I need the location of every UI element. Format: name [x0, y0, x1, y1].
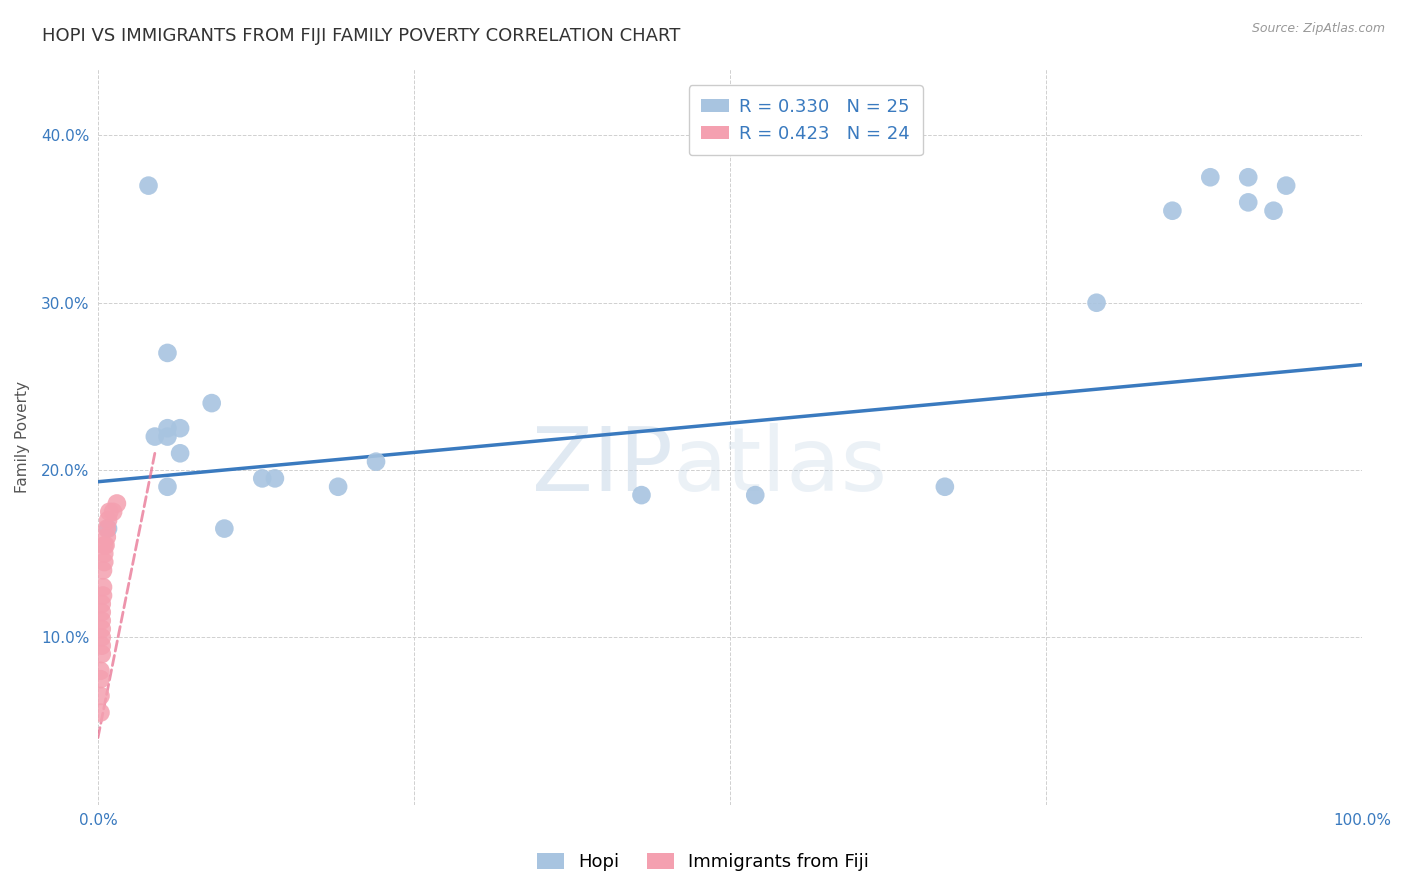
Point [214, 522, 236, 536]
Point [90, 614, 112, 628]
Point [101, 505, 124, 519]
Point [90, 605, 112, 619]
Point [89, 706, 111, 720]
Point [143, 429, 166, 443]
Point [364, 455, 387, 469]
Point [91, 580, 114, 594]
Point [156, 421, 179, 435]
Point [105, 496, 128, 510]
Point [96, 522, 118, 536]
Point [156, 480, 179, 494]
Point [93, 538, 115, 552]
Y-axis label: Family Poverty: Family Poverty [15, 381, 30, 492]
Point [91, 589, 114, 603]
Point [156, 429, 179, 443]
Point [1085, 295, 1108, 310]
Legend: Hopi, Immigrants from Fiji: Hopi, Immigrants from Fiji [530, 846, 876, 879]
Point [1275, 178, 1298, 193]
Point [90, 630, 112, 644]
Point [89, 664, 111, 678]
Point [90, 622, 112, 636]
Point [264, 471, 287, 485]
Point [97, 522, 120, 536]
Point [93, 555, 115, 569]
Legend: R = 0.330   N = 25, R = 0.423   N = 24: R = 0.330 N = 25, R = 0.423 N = 24 [689, 85, 922, 155]
Point [1237, 170, 1260, 185]
Point [89, 672, 111, 686]
Text: atlas: atlas [673, 423, 889, 509]
Point [1161, 203, 1184, 218]
Point [90, 647, 112, 661]
Point [90, 639, 112, 653]
Point [138, 178, 160, 193]
Text: Source: ZipAtlas.com: Source: ZipAtlas.com [1251, 22, 1385, 36]
Point [97, 513, 120, 527]
Point [91, 563, 114, 577]
Point [252, 471, 274, 485]
Point [1237, 195, 1260, 210]
Point [1263, 203, 1285, 218]
Point [169, 446, 191, 460]
Point [93, 547, 115, 561]
Point [744, 488, 766, 502]
Text: ZIP: ZIP [533, 423, 673, 509]
Point [326, 480, 349, 494]
Point [169, 421, 191, 435]
Point [89, 689, 111, 703]
Point [90, 597, 112, 611]
Point [934, 480, 956, 494]
Point [156, 346, 179, 360]
Point [630, 488, 652, 502]
Point [96, 530, 118, 544]
Text: HOPI VS IMMIGRANTS FROM FIJI FAMILY POVERTY CORRELATION CHART: HOPI VS IMMIGRANTS FROM FIJI FAMILY POVE… [42, 27, 681, 45]
Point [1199, 170, 1222, 185]
Point [201, 396, 224, 410]
Point [94, 538, 117, 552]
Point [98, 505, 121, 519]
